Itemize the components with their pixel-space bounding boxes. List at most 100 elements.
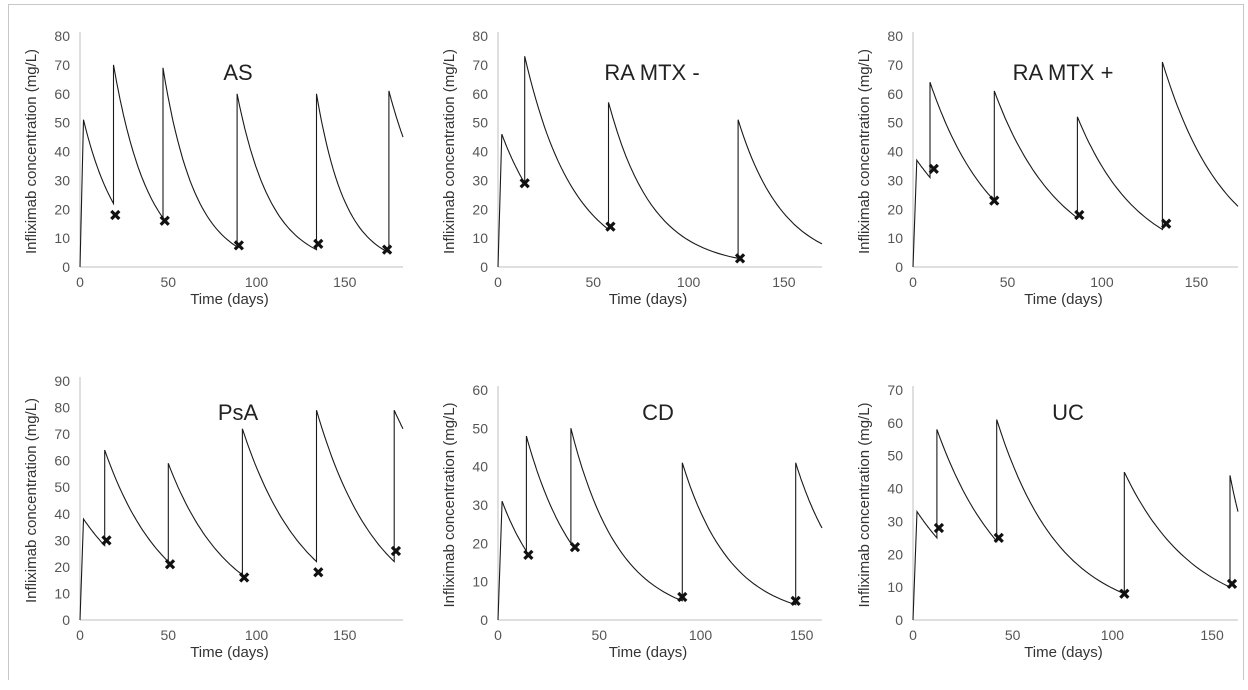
y-tick-label: 60	[54, 453, 70, 469]
data-point	[110, 209, 121, 221]
y-tick-label: 60	[887, 415, 903, 431]
y-axis-label: Infliximab concentration (mg/L)	[23, 49, 40, 254]
x-tick-label: 0	[494, 627, 502, 643]
y-tick-label: 10	[472, 230, 488, 246]
chart-panel: 0 10 20 30 40 50 60 0 50 100 150 Time (days) Inflixi…	[441, 382, 823, 661]
y-tick-label: 30	[472, 172, 488, 188]
x-tick-label: 100	[1090, 274, 1114, 290]
y-tick-label: 80	[887, 28, 903, 44]
data-point	[164, 559, 176, 570]
y-axis-label: Infliximab concentration (mg/L)	[856, 49, 873, 254]
y-tick-label: 0	[895, 612, 903, 628]
x-axis-label: Time (days)	[190, 644, 269, 661]
y-tick-label: 0	[62, 259, 70, 275]
x-axis-label: Time (days)	[609, 291, 688, 308]
data-point	[313, 238, 324, 250]
x-axis-label: Time (days)	[1024, 291, 1103, 308]
x-tick-label: 0	[909, 627, 917, 643]
y-tick-label: 60	[54, 86, 70, 102]
y-tick-label: 50	[887, 448, 903, 464]
series-line	[912, 61, 1239, 268]
series-line	[497, 428, 823, 621]
y-axis-label: Infliximab concentration (mg/L)	[441, 402, 458, 607]
y-tick-label: 40	[54, 506, 70, 522]
x-tick-label: 100	[1101, 627, 1125, 643]
y-tick-label: 60	[472, 86, 488, 102]
chart-panel: 0 10 20 30 40 50 60 70 80 0 50 100 150 Time (days) Inf…	[441, 28, 823, 308]
data-point	[993, 532, 1004, 543]
data-point	[101, 535, 112, 546]
y-tick-label: 10	[54, 230, 70, 246]
y-tick-label: 20	[887, 201, 903, 217]
y-tick-label: 80	[54, 400, 70, 416]
y-tick-label: 40	[54, 144, 70, 160]
x-tick-label: 100	[677, 274, 701, 290]
x-tick-label: 50	[1005, 627, 1021, 643]
x-tick-label: 100	[245, 274, 269, 290]
y-tick-label: 0	[895, 259, 903, 275]
chart-title: RA MTX +	[1013, 60, 1114, 85]
data-point	[1074, 209, 1085, 221]
data-point	[989, 195, 1000, 206]
chart-title: CD	[642, 400, 674, 425]
y-tick-label: 30	[887, 513, 903, 529]
chart-title: UC	[1052, 400, 1084, 425]
chart-panel: 0 10 20 30 40 50 60 70 80 90 0 50 100 150 Time (days) I…	[23, 373, 404, 661]
x-tick-label: 150	[1185, 274, 1209, 290]
y-tick-label: 70	[887, 382, 903, 398]
y-tick-label: 10	[472, 574, 488, 590]
y-tick-label: 10	[54, 585, 70, 601]
x-tick-label: 100	[245, 627, 269, 643]
x-axis-label: Time (days)	[190, 291, 269, 308]
y-tick-label: 50	[472, 420, 488, 436]
x-tick-label: 150	[333, 274, 357, 290]
y-tick-label: 40	[472, 459, 488, 475]
data-point	[519, 178, 530, 189]
data-point	[569, 542, 581, 553]
y-tick-label: 70	[54, 57, 70, 73]
data-point	[928, 163, 939, 174]
data-point	[233, 240, 244, 251]
data-point	[523, 549, 534, 560]
chart-panel: 0 10 20 30 40 50 60 70 80 0 50 100 150 Time (days) Inf…	[23, 28, 404, 308]
y-tick-label: 30	[54, 172, 70, 188]
y-tick-label: 20	[472, 201, 488, 217]
y-tick-label: 60	[472, 382, 488, 398]
x-tick-label: 50	[160, 274, 176, 290]
y-tick-label: 30	[54, 532, 70, 548]
x-axis-label: Time (days)	[1024, 644, 1103, 661]
data-point	[381, 244, 393, 255]
data-point	[677, 591, 688, 603]
y-tick-label: 0	[62, 612, 70, 628]
y-axis-label: Infliximab concentration (mg/L)	[441, 49, 458, 254]
chart-panel: 0 10 20 30 40 50 60 70 0 50 100 150 Time (days) Infli…	[856, 382, 1239, 661]
x-tick-label: 50	[591, 627, 607, 643]
y-tick-label: 30	[887, 172, 903, 188]
figure-frame	[8, 4, 1244, 680]
y-tick-label: 50	[472, 115, 488, 131]
y-tick-label: 60	[887, 86, 903, 102]
y-tick-label: 20	[472, 535, 488, 551]
x-tick-label: 150	[333, 627, 357, 643]
chart-title: RA MTX -	[604, 60, 699, 85]
data-point	[1226, 578, 1238, 589]
y-tick-label: 80	[54, 28, 70, 44]
y-tick-label: 10	[887, 230, 903, 246]
x-tick-label: 150	[1200, 627, 1224, 643]
data-point	[1119, 588, 1130, 599]
y-tick-label: 80	[472, 28, 488, 44]
y-tick-label: 50	[887, 115, 903, 131]
x-tick-label: 50	[160, 627, 176, 643]
x-tick-label: 0	[494, 274, 502, 290]
series-line	[912, 419, 1239, 621]
y-tick-label: 40	[472, 144, 488, 160]
data-point	[1161, 218, 1172, 229]
x-axis-label: Time (days)	[609, 644, 688, 661]
y-tick-label: 50	[54, 115, 70, 131]
data-point	[313, 567, 324, 578]
y-tick-label: 20	[54, 559, 70, 575]
x-tick-label: 50	[1000, 274, 1016, 290]
x-tick-label: 0	[76, 274, 84, 290]
